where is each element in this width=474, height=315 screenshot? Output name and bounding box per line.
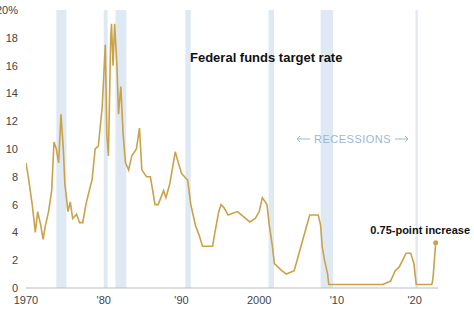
svg-text:8: 8 [12, 171, 18, 183]
svg-text:0: 0 [12, 282, 18, 294]
svg-text:12: 12 [8, 115, 18, 127]
svg-text:1970: 1970 [14, 294, 38, 306]
svg-text:16: 16 [8, 60, 18, 72]
svg-text:10: 10 [8, 143, 18, 155]
svg-text:18: 18 [8, 32, 18, 44]
svg-text:2: 2 [12, 254, 18, 266]
svg-text:'20: '20 [408, 294, 422, 306]
svg-text:4: 4 [12, 226, 18, 238]
html-text:Federal funds target rate: Federal funds target rate [190, 50, 343, 65]
svg-text:6: 6 [12, 199, 18, 211]
svg-text:14: 14 [8, 87, 18, 99]
svg-text:20%: 20% [8, 4, 18, 16]
html-text:0.75-point increase: 0.75-point increase [370, 224, 470, 236]
html-text:RECESSIONS: RECESSIONS [314, 133, 392, 145]
svg-text:'10: '10 [330, 294, 344, 306]
svg-text:2000: 2000 [247, 294, 271, 306]
svg-text:'80: '80 [97, 294, 111, 306]
svg-text:'90: '90 [174, 294, 188, 306]
